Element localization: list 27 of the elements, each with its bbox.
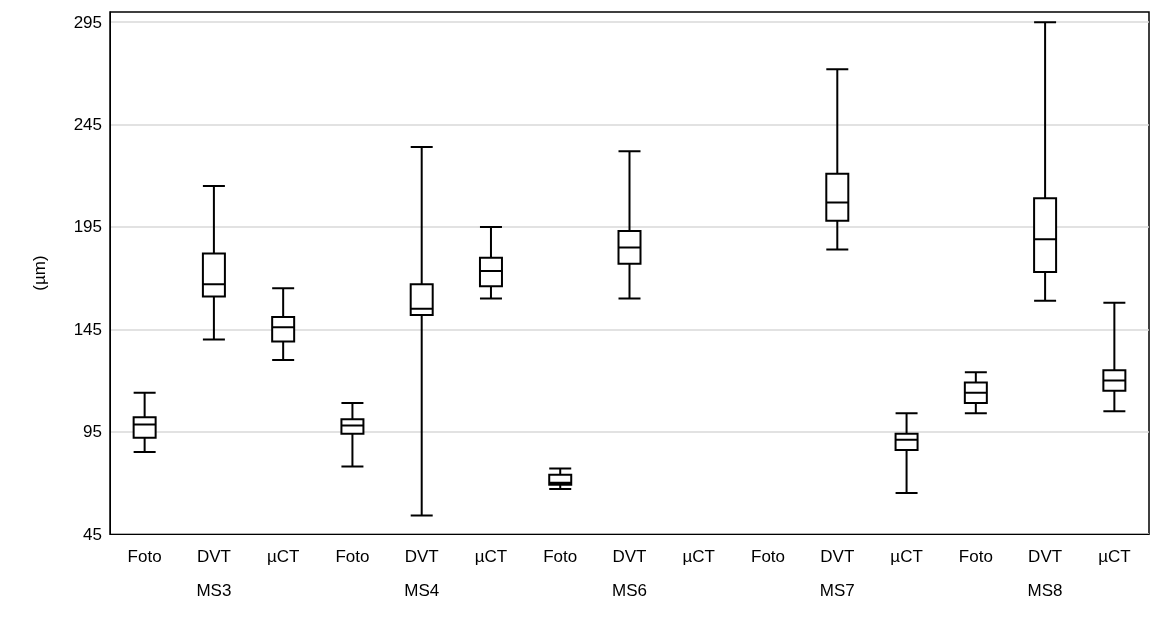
x-tick-label: Foto xyxy=(751,547,786,566)
x-tick-label: µCT xyxy=(890,547,923,566)
x-tick-label: DVT xyxy=(612,547,647,566)
x-tick-label: Foto xyxy=(543,547,578,566)
y-tick-label: 195 xyxy=(73,217,102,237)
text: MS4 xyxy=(404,581,440,600)
x-tick-label: µCT xyxy=(1098,547,1131,566)
text: MS8 xyxy=(1027,581,1063,600)
x-tick-label: DVT xyxy=(196,547,231,566)
y-tick-label: 295 xyxy=(73,12,102,32)
x-tick-label: Foto xyxy=(335,547,370,566)
x-tick-label: DVT xyxy=(404,547,439,566)
y-tick-label: 95 xyxy=(83,422,102,442)
x-tick-label: Foto xyxy=(958,547,993,566)
x-tick-label: DVT xyxy=(1028,547,1063,566)
text: MS7 xyxy=(819,581,855,600)
x-tick-label: µCT xyxy=(266,547,300,566)
y-tick-label: 245 xyxy=(73,115,102,135)
x-tick-label: DVT xyxy=(820,547,855,566)
y-tick-label: 45 xyxy=(83,524,102,544)
x-tick-label: Foto xyxy=(127,547,162,566)
text: MS6 xyxy=(612,581,647,600)
text: MS3 xyxy=(196,581,232,600)
y-axis-title: (µm) xyxy=(30,255,49,291)
x-tick-label: µCT xyxy=(682,547,715,566)
y-tick-label: 145 xyxy=(73,319,102,339)
x-tick-label: µCT xyxy=(474,547,508,566)
